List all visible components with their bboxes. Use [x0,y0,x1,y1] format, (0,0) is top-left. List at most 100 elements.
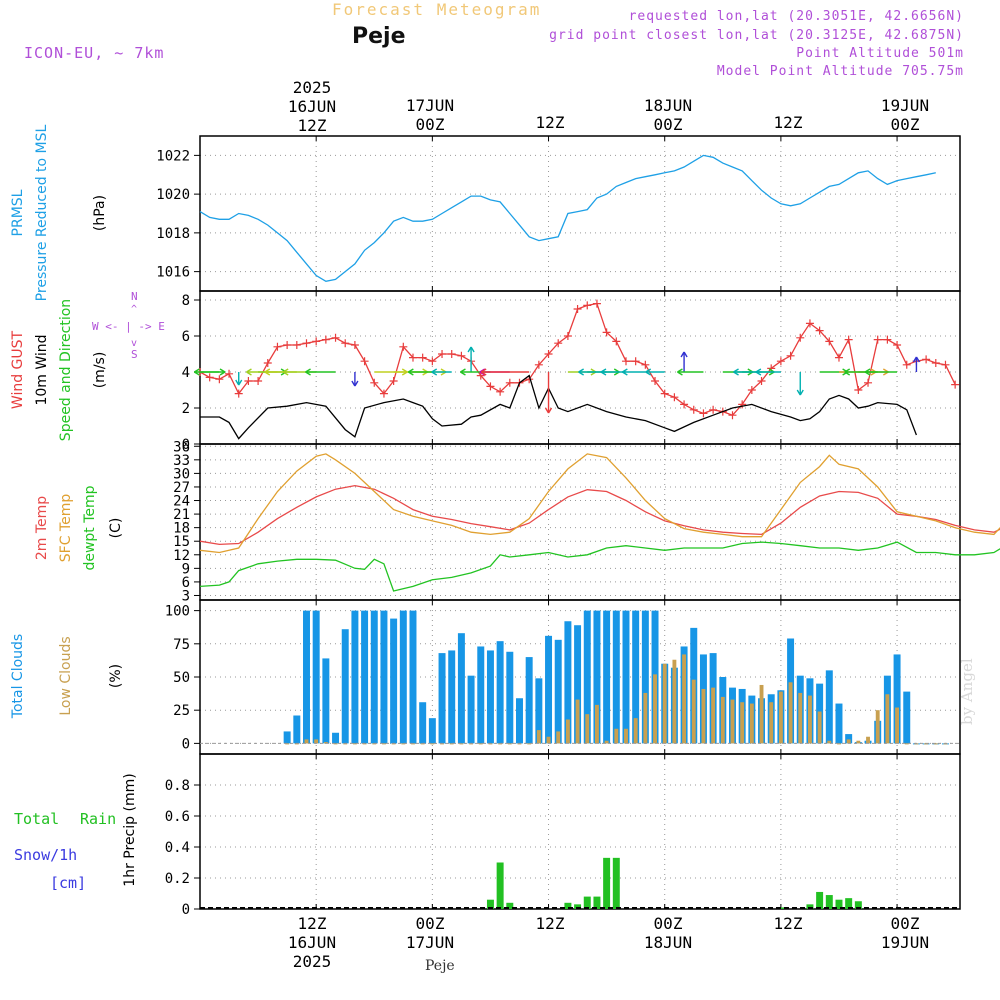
gust-marker [931,359,940,367]
gust-marker [941,360,950,369]
bar-total-rain [496,862,504,909]
y-tick-label: 15 [173,534,190,550]
bar-total-clouds [448,650,456,744]
y-tick-label: 1020 [156,187,190,203]
bar-low-clouds [653,674,657,744]
top-time-label: 16JUN [288,97,336,116]
bar-low-clouds [459,743,464,745]
top-time-label: 19JUN [881,96,929,115]
bar-total-clouds [390,618,398,744]
y-tick-label: 25 [173,703,190,719]
bar-total-clouds [641,610,649,744]
bar-total-clouds [477,646,485,744]
y-tick-label: 27 [173,480,190,496]
gust-marker [641,360,650,369]
bar-total-clouds [419,702,427,744]
gridpoint-coords: grid point closest lon,lat (20.3125E, 42… [549,28,964,43]
y-tick-label: 75 [173,637,190,653]
bar-low-clouds [304,739,309,744]
gust-marker [263,359,272,367]
bar-total-clouds [312,610,320,744]
requested-coords: requested lon,lat (20.3051E, 42.6656N) [628,9,964,24]
y-tick-label: 1018 [156,226,190,242]
y-label-wind: 10m Wind [34,334,50,405]
bar-low-clouds [788,682,793,744]
bar-total-clouds [574,625,582,744]
gust-marker [496,387,505,396]
wind-arrow-head [796,389,804,396]
bar-low-clouds [827,740,832,744]
gust-marker [786,351,795,360]
bar-total-clouds [603,610,611,744]
top-time-label: 00Z [654,115,683,134]
panel-4: 0 25 50 75 100 [165,599,961,755]
y-tick-label: 33 [173,453,190,469]
bar-low-clouds [314,739,319,744]
bar-total-clouds [457,633,465,744]
gust-marker [321,335,330,344]
y-tick-label: 6 [182,329,190,345]
bar-low-clouds [856,740,861,744]
bar-total-clouds [322,658,330,744]
top-time-label: 18JUN [644,96,692,115]
compass-south: S [131,348,138,361]
y-label-unit: (C) [108,518,124,539]
bar-total-clouds [545,635,553,744]
bar-total-clouds [361,610,369,744]
wind-arrow-head [733,368,739,376]
gust-marker [844,335,853,344]
bar-low-clouds [507,743,512,745]
gust-marker [834,353,843,362]
y-tick-label: 1022 [156,148,190,164]
bar-low-clouds [478,743,483,745]
legend-snow-unit: [cm] [50,874,86,892]
wind-arrow-head [467,346,475,353]
series-line-wind-gust [199,302,956,416]
gust-marker [902,360,911,369]
top-time-label: 12Z [774,113,803,132]
bar-total-rain [854,901,862,909]
gust-marker [660,389,669,398]
gust-marker [728,411,737,420]
bar-total-clouds [903,691,911,744]
bar-total-clouds [583,610,591,744]
gust-marker [873,335,882,344]
bar-low-clouds [536,730,541,744]
bar-low-clouds [285,743,290,745]
bar-total-clouds [632,610,640,744]
wind-arrow-head [755,368,762,376]
bar-total-clouds [467,675,475,744]
bar-low-clouds [527,743,532,745]
y-label-gust: Wind GUST [10,330,26,409]
bar-low-clouds [401,743,406,745]
bottom-time-label: 16JUN [288,933,336,952]
y-tick-label: 2 [182,401,190,417]
bar-low-clouds [624,728,628,744]
wind-arrow-head [479,368,486,376]
panel-frame [199,290,961,445]
gust-marker [651,377,660,385]
y-label-speed-dir: Speed and Direction [58,299,74,441]
wind-arrow-head [844,368,851,376]
wind-arrow-head [621,368,628,376]
y-tick-label: 3 [182,588,190,604]
y-tick-label: 0.4 [165,840,190,856]
gust-marker [292,341,301,349]
bar-total-rain [583,896,591,909]
bar-low-clouds [904,743,909,745]
wind-arrow-head [544,407,553,414]
gust-marker [486,382,495,391]
wind-arrow-head [219,368,226,376]
bottom-time-label: 00Z [891,914,920,933]
top-time-label: 17JUN [406,96,454,115]
credit-watermark: by Angel [958,658,976,725]
bottom-time-label: 12Z [298,914,327,933]
y-tick-label: 0 [182,902,190,918]
wind-arrow-head [407,368,414,376]
gust-marker [583,301,592,310]
y-tick-label: 6 [182,575,190,591]
wind-arrow-head [460,368,466,376]
gust-marker [592,299,601,308]
bar-low-clouds [817,711,822,744]
